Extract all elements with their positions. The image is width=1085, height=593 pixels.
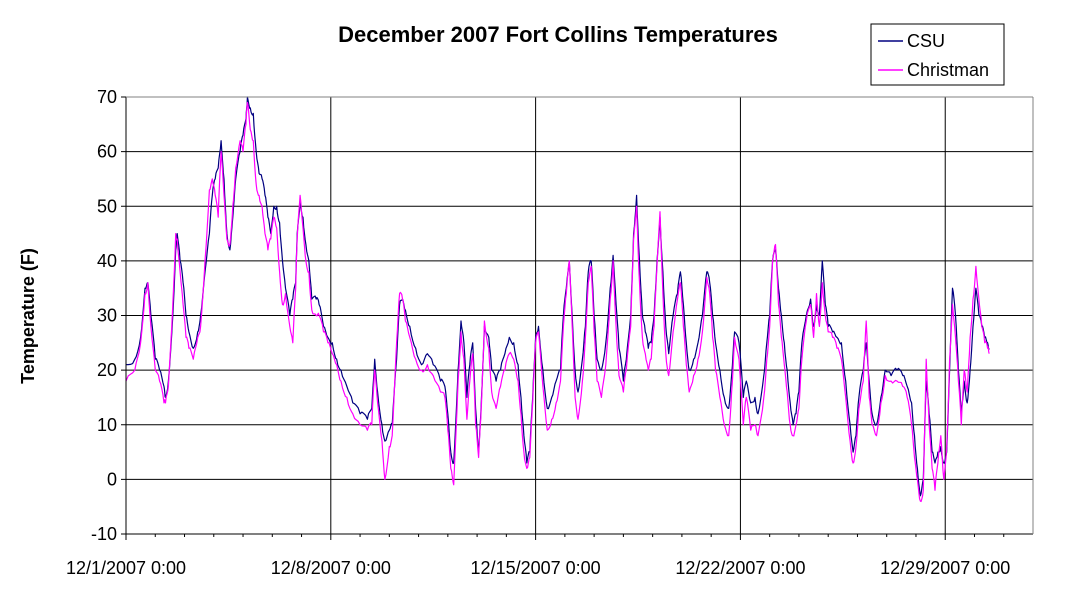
x-tick-label: 12/15/2007 0:00	[471, 558, 601, 578]
x-tick-label: 12/22/2007 0:00	[675, 558, 805, 578]
x-axis-ticks: 12/1/2007 0:00 12/8/2007 0:00 12/15/2007 0…	[66, 534, 1010, 578]
y-tick-label: 60	[97, 142, 117, 162]
legend: CSU Christman	[870, 23, 1005, 86]
y-tick-label: 70	[97, 87, 117, 107]
y-tick-label: 30	[97, 306, 117, 326]
x-tick-label: 12/29/2007 0:00	[880, 558, 1010, 578]
y-tick-label: 40	[97, 251, 117, 271]
legend-label-christman: Christman	[907, 60, 989, 80]
plot-area	[125, 96, 1034, 535]
y-tick-label: 10	[97, 415, 117, 435]
legend-label-csu: CSU	[907, 31, 945, 51]
y-tick-label: -10	[91, 524, 117, 544]
x-tick-label: 12/8/2007 0:00	[271, 558, 391, 578]
series-layer	[125, 96, 990, 503]
y-axis-title: Temperature (F)	[18, 248, 38, 384]
chart-title: December 2007 Fort Collins Temperatures	[338, 22, 778, 47]
horizontal-gridlines	[126, 151, 1033, 480]
x-tick-label: 12/1/2007 0:00	[66, 558, 186, 578]
y-axis-ticks: -10 0 10 20 30 40 50 60 70	[91, 87, 126, 544]
y-tick-label: 20	[97, 360, 117, 380]
y-tick-label: 0	[107, 469, 117, 489]
series-line-christman	[125, 101, 990, 503]
y-tick-label: 50	[97, 196, 117, 216]
legend-box	[870, 23, 1005, 86]
